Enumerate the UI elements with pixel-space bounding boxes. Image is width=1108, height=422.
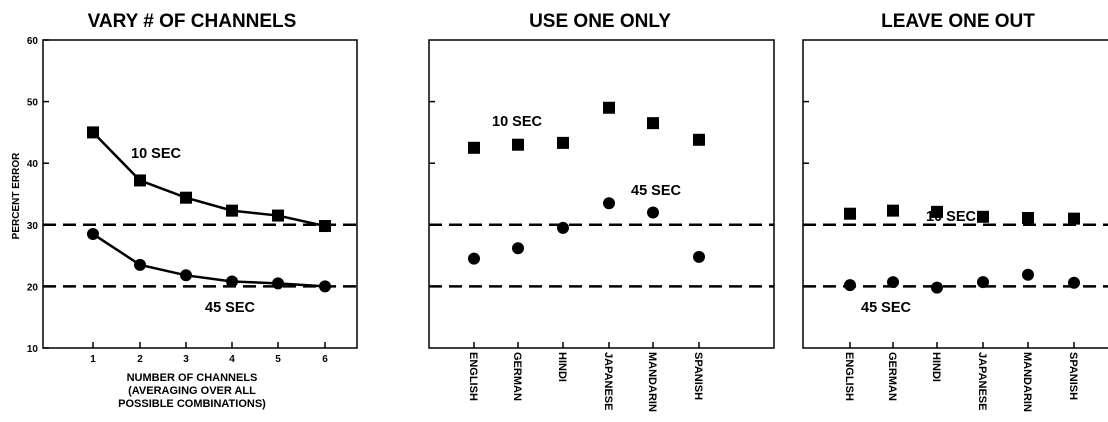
plot-frame bbox=[42, 39, 358, 349]
data-point-circle bbox=[134, 258, 146, 271]
data-point-circle bbox=[87, 228, 99, 241]
x-tick-label: 6 bbox=[322, 354, 328, 365]
y-tick-label: 10 bbox=[27, 344, 39, 355]
category-label: MANDARIN bbox=[1021, 352, 1033, 412]
x-tick-label: 3 bbox=[183, 354, 189, 365]
data-point-square bbox=[603, 101, 615, 114]
y-tick-label: 30 bbox=[27, 221, 39, 232]
data-point-square bbox=[693, 133, 705, 146]
x-tick-label: 2 bbox=[137, 354, 143, 365]
data-point-circle bbox=[272, 277, 284, 290]
y-tick-label: 20 bbox=[27, 282, 39, 293]
data-point-circle bbox=[977, 276, 989, 289]
category-label: ENGLISH bbox=[843, 352, 855, 401]
x-axis-label-line-2: (AVERAGING OVER ALL bbox=[128, 385, 256, 397]
panel-title: VARY # OF CHANNELS bbox=[88, 11, 297, 32]
series-line bbox=[92, 232, 326, 288]
panel-leave-one-out: LEAVE ONE OUT 10 SEC 45 SEC bbox=[802, 11, 1108, 349]
data-point-square bbox=[931, 205, 943, 218]
data-point-square bbox=[134, 174, 146, 187]
panel-title: USE ONE ONLY bbox=[529, 11, 671, 32]
data-point-square bbox=[844, 207, 856, 220]
data-point-circle bbox=[468, 252, 480, 265]
x-tick-label: 5 bbox=[275, 354, 281, 365]
category-label: MANDARIN bbox=[646, 352, 658, 412]
category-label: SPANISH bbox=[1067, 352, 1079, 400]
panel-title: LEAVE ONE OUT bbox=[881, 11, 1035, 32]
data-point-circle bbox=[1068, 276, 1080, 289]
y-tick-label: 50 bbox=[27, 98, 39, 109]
y-tick-label: 60 bbox=[27, 36, 39, 47]
category-label: JAPANESE bbox=[602, 352, 614, 410]
data-point-square bbox=[319, 220, 331, 233]
panel-use-one-only: USE ONE ONLY 10 SEC 45 SEC bbox=[428, 11, 775, 349]
category-label: GERMAN bbox=[511, 352, 523, 401]
plot-frame bbox=[802, 39, 1108, 349]
y-tick-label: 40 bbox=[27, 159, 39, 170]
category-label: ENGLISH bbox=[467, 352, 479, 401]
data-point-square bbox=[1022, 212, 1034, 225]
data-point-circle bbox=[557, 221, 569, 234]
y-axis-label: PERCENT ERROR bbox=[11, 152, 22, 239]
category-label: HINDI bbox=[556, 352, 568, 382]
plot-frame bbox=[428, 39, 775, 349]
data-point-circle bbox=[319, 280, 331, 293]
data-point-square bbox=[647, 117, 659, 130]
x-tick-label: 1 bbox=[90, 354, 96, 365]
x-axis-label-line-3: POSSIBLE COMBINATIONS) bbox=[118, 398, 266, 410]
data-point-square bbox=[977, 210, 989, 223]
data-point-circle bbox=[1022, 268, 1034, 281]
data-point-square bbox=[557, 136, 569, 149]
data-point-square bbox=[226, 204, 238, 217]
data-point-square bbox=[87, 126, 99, 139]
data-point-square bbox=[1068, 212, 1080, 225]
category-label: GERMAN bbox=[886, 352, 898, 401]
data-point-square bbox=[887, 204, 899, 217]
data-point-circle bbox=[844, 279, 856, 292]
series-label-10-sec: 10 SEC bbox=[131, 146, 181, 162]
data-point-square bbox=[180, 191, 192, 204]
data-point-square bbox=[512, 138, 524, 151]
data-point-circle bbox=[647, 206, 659, 219]
category-label: SPANISH bbox=[692, 352, 704, 400]
series-line bbox=[92, 131, 326, 228]
data-point-circle bbox=[693, 250, 705, 263]
data-point-square bbox=[272, 209, 284, 222]
series-label-45-sec: 45 SEC bbox=[631, 183, 681, 199]
data-point-square bbox=[468, 141, 480, 154]
panel-vary-channels: VARY # OF CHANNELS PERCENT ERROR NUMBER … bbox=[11, 11, 358, 410]
series-label-10-sec: 10 SEC bbox=[492, 114, 542, 130]
x-tick-label: 4 bbox=[229, 354, 235, 365]
series-label-45-sec: 45 SEC bbox=[861, 300, 911, 316]
data-point-circle bbox=[180, 269, 192, 282]
data-point-circle bbox=[931, 281, 943, 294]
series-label-45-sec: 45 SEC bbox=[205, 300, 255, 316]
category-label: JAPANESE bbox=[976, 352, 988, 410]
chart-marks: 10 20 30 40 50 60 1 2 3 4 5 6 ENGLISH GERMAN HINDI JAPA… bbox=[27, 36, 1108, 412]
data-point-circle bbox=[603, 197, 615, 210]
data-point-circle bbox=[512, 242, 524, 255]
x-axis-label-line-1: NUMBER OF CHANNELS bbox=[127, 372, 258, 384]
data-point-circle bbox=[887, 276, 899, 289]
data-point-circle bbox=[226, 275, 238, 288]
category-label: HINDI bbox=[930, 352, 942, 382]
